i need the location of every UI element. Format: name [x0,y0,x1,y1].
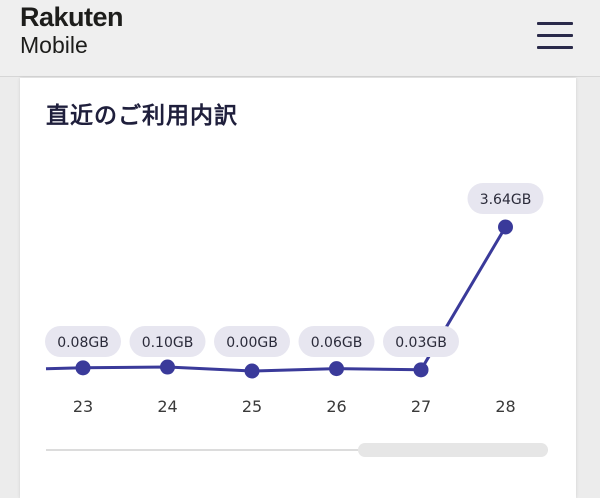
data-point [160,359,175,375]
card-title: 直近のご利用内訳 [46,103,238,129]
data-point [413,362,429,378]
x-tick-label: 28 [495,397,515,416]
menu-bar [537,34,573,37]
data-label: 0.10GB [142,335,194,351]
logo-rakuten-text: Rakuten [20,2,124,32]
rakuten-mobile-logo[interactable]: Rakuten Mobile [20,2,124,58]
usage-line-chart: 0.08GB 0.10GB 0.00GB 0.06GB 0.03GB 3.64GB 23 24… [45,183,548,457]
hamburger-menu-icon[interactable] [537,20,575,52]
data-label: 0.03GB [395,335,447,351]
x-tick-label: 25 [242,397,262,416]
app-header: Rakuten Mobile [0,0,600,77]
x-tick-label: 26 [326,397,346,416]
data-point [329,361,344,377]
menu-bar [537,22,573,25]
chart-scrollbar-thumb[interactable] [358,443,548,457]
data-point [75,360,91,376]
usage-card: 直近のご利用内訳 0.08GB 0.10GB 0.00GB 0.06GB 0.03GB 3… [20,78,576,498]
data-label: 0.08GB [57,335,109,351]
logo-mobile-text: Mobile [20,32,88,58]
x-tick-label: 23 [73,397,93,416]
data-label-bg [129,326,206,357]
data-point [498,219,513,235]
data-label-bg [298,326,375,357]
x-tick-label: 24 [157,397,177,416]
data-point [244,363,260,379]
data-label-bg [45,326,121,357]
data-label: 0.00GB [226,335,278,351]
x-tick-label: 27 [411,397,431,416]
data-label-bg [383,326,459,357]
data-label: 0.06GB [311,335,363,351]
data-label-bg [214,326,290,357]
menu-bar [537,46,573,49]
data-label: 3.64GB [480,192,532,208]
data-label-bg [467,183,544,214]
